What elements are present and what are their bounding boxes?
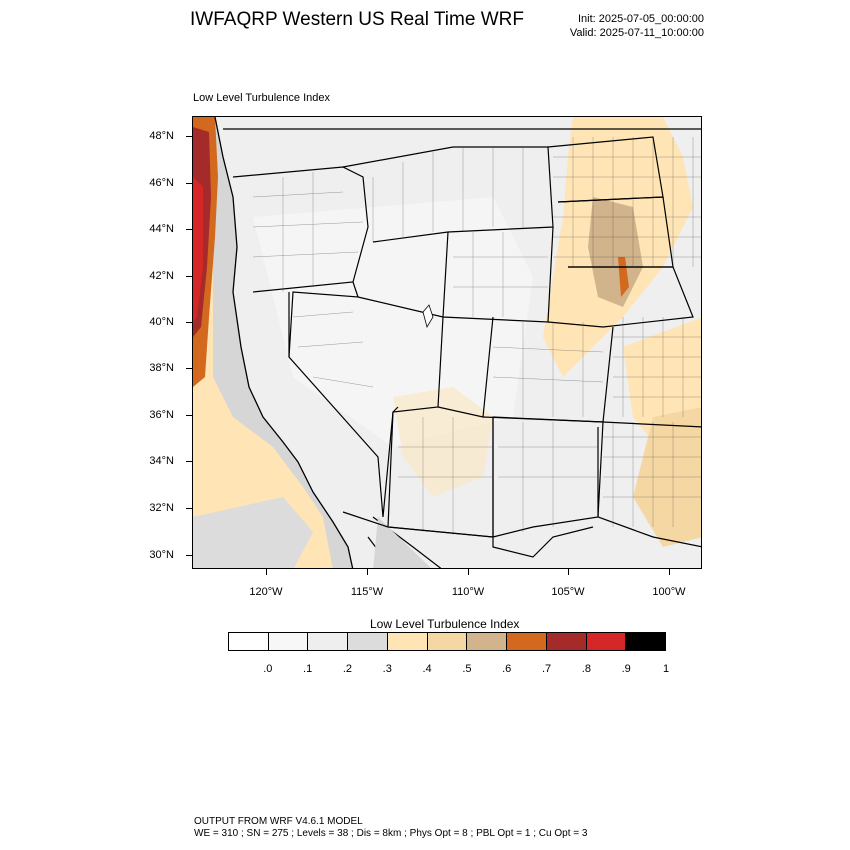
legend-swatch xyxy=(387,633,428,650)
legend-label: .5 xyxy=(462,663,472,675)
lat-label-30: 30°N xyxy=(149,549,174,561)
legend-label: .7 xyxy=(541,663,552,675)
lon-tick xyxy=(266,569,267,575)
legend-title: Low Level Turbulence Index xyxy=(370,617,520,631)
state-boundaries xyxy=(232,136,701,548)
legend-label: 1 xyxy=(662,663,670,675)
lon-tick xyxy=(669,569,670,575)
legend-swatch xyxy=(427,633,468,650)
legend-label: .6 xyxy=(502,663,512,675)
legend-swatch xyxy=(229,633,269,650)
lat-label-44: 44°N xyxy=(149,223,174,235)
legend-colorbar xyxy=(228,632,666,651)
mexico-border xyxy=(342,511,594,558)
lon-tick xyxy=(468,569,469,575)
map-panel xyxy=(192,116,702,569)
gulf-of-california xyxy=(373,517,431,568)
page-title: IWFAQRP Western US Real Time WRF xyxy=(190,9,524,30)
great-salt-lake xyxy=(422,304,434,329)
legend-swatch xyxy=(268,633,309,650)
offshore-gray-zone xyxy=(193,497,313,568)
dakota-brown-patch xyxy=(588,197,643,307)
lat-label-38: 38°N xyxy=(149,362,174,374)
legend-swatch xyxy=(308,633,349,650)
model-info-line1: OUTPUT FROM WRF V4.6.1 MODEL xyxy=(194,816,363,827)
legend-swatch xyxy=(348,633,388,650)
legend-label: .1 xyxy=(303,663,313,675)
lat-tick xyxy=(186,461,192,462)
lon-label-110: 110°W xyxy=(451,586,485,598)
turbulence-map xyxy=(193,117,701,568)
lat-label-32: 32°N xyxy=(149,502,174,514)
lat-tick xyxy=(186,508,192,509)
legend-label: .9 xyxy=(621,663,631,675)
legend-label: .3 xyxy=(382,663,392,675)
map-subtitle: Low Level Turbulence Index xyxy=(193,92,330,104)
coastline xyxy=(214,117,354,568)
county-lines xyxy=(252,137,701,535)
valid-time: Valid: 2025-07-11_10:00:00 xyxy=(569,27,704,39)
lat-tick xyxy=(186,136,192,137)
coastal-red-band xyxy=(193,177,203,322)
lat-label-48: 48°N xyxy=(149,130,174,142)
init-time: Init: 2025-07-05_00:00:00 xyxy=(578,13,704,25)
lat-label-34: 34°N xyxy=(149,455,174,467)
offshore-tan-zone xyxy=(193,237,333,568)
lon-tick xyxy=(568,569,569,575)
lat-tick xyxy=(186,322,192,323)
lat-label-36: 36°N xyxy=(149,409,174,421)
legend-label: .8 xyxy=(581,663,591,675)
legend-swatch xyxy=(626,633,666,650)
lon-label-100: 100°W xyxy=(652,586,686,598)
lon-label-115: 115°W xyxy=(350,586,384,598)
lon-label-105: 105°W xyxy=(551,586,585,598)
legend-swatch xyxy=(586,633,627,650)
lat-tick xyxy=(186,415,192,416)
southwest-tan-speckle xyxy=(393,387,493,497)
legend-swatch xyxy=(467,633,508,650)
model-info-line2: WE = 310 ; SN = 275 ; Levels = 38 ; Dis … xyxy=(194,828,588,839)
legend-label: .2 xyxy=(342,663,353,675)
interior-light xyxy=(253,197,533,447)
lat-label-40: 40°N xyxy=(149,316,174,328)
lat-tick xyxy=(186,368,192,369)
lat-tick xyxy=(186,555,192,556)
lat-label-46: 46°N xyxy=(149,177,174,189)
lon-label-120: 120°W xyxy=(249,586,283,598)
legend-swatch xyxy=(546,633,587,650)
lat-tick xyxy=(186,229,192,230)
legend-swatch xyxy=(507,633,547,650)
legend-label: .4 xyxy=(422,663,432,675)
lon-tick xyxy=(367,569,368,575)
lat-tick xyxy=(186,183,192,184)
lat-tick xyxy=(186,276,192,277)
legend-label: .0 xyxy=(263,663,273,675)
lat-label-42: 42°N xyxy=(149,270,174,282)
